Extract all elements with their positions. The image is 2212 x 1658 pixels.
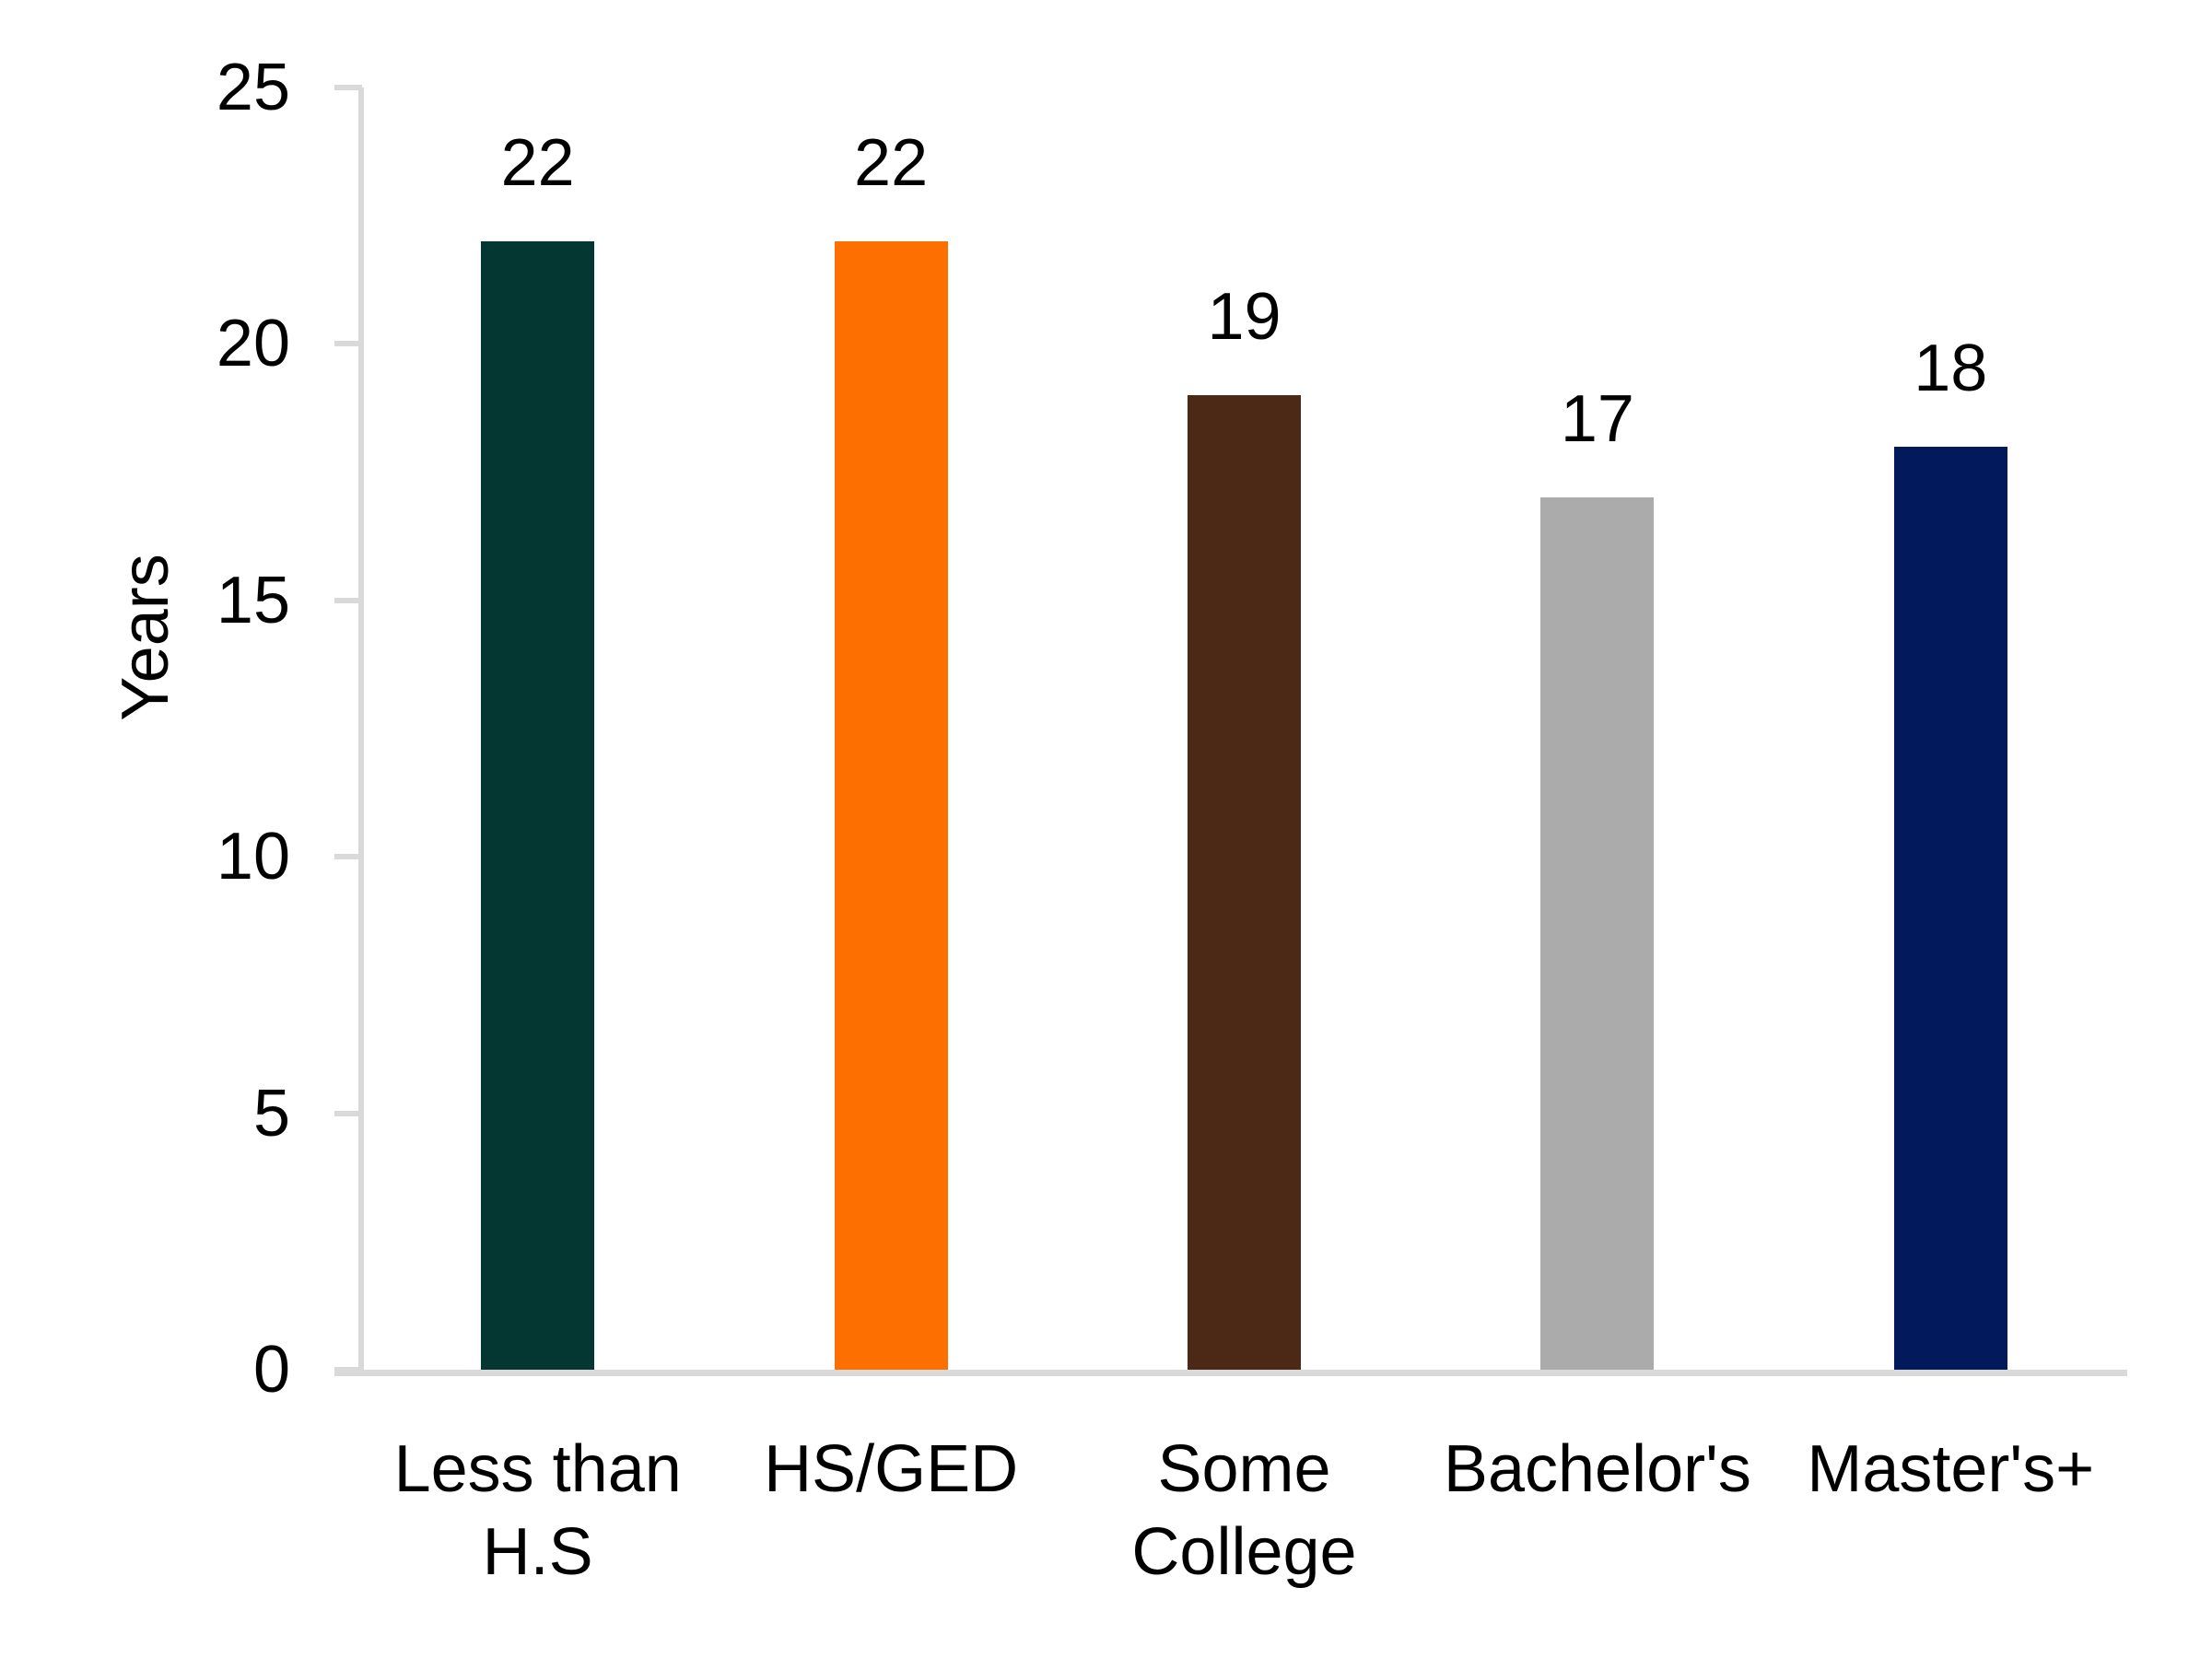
y-tick-label: 20 [216,307,290,381]
bar-master-s [1893,446,2007,1370]
bar-some-college [1188,395,1301,1370]
category-label-line: Some [1157,1432,1331,1506]
y-tick-mark [334,597,362,603]
y-tick-label: 0 [252,1333,290,1407]
bar-bachelor-s [1540,497,1655,1370]
category-label-line: College [1131,1515,1357,1589]
y-tick-label: 25 [216,51,290,124]
value-label-hs-ged: 22 [854,126,929,201]
category-label-master-s: Master's+ [1774,1428,2127,1511]
category-label-line: HS/GED [764,1432,1019,1506]
value-label-some-college: 19 [1207,280,1282,355]
y-tick-mark [334,1110,362,1116]
category-label-hs-ged: HS/GED [714,1428,1067,1511]
category-label-line: Bachelor's [1443,1432,1751,1506]
y-tick-label: 5 [252,1076,290,1150]
category-label-line: H.S [482,1515,593,1589]
y-tick-label: 10 [216,820,290,894]
value-label-less-than-h-s: 22 [500,126,575,201]
category-label-some-college: Some College [1068,1428,1421,1594]
y-tick-mark [334,854,362,860]
y-tick-mark [334,1367,362,1372]
bar-hs-ged [834,241,948,1370]
y-tick-label: 15 [216,563,290,637]
x-axis-line [334,1370,2127,1376]
category-label-less-than-h-s: Less than H.S [361,1428,714,1594]
value-label-bachelor-s: 17 [1560,382,1634,457]
category-label-bachelor-s: Bachelor's [1421,1428,1773,1511]
y-tick-mark [334,85,362,90]
category-label-line: Master's+ [1807,1432,2095,1506]
value-label-master-s: 18 [1914,331,1988,405]
y-tick-mark [334,341,362,347]
category-label-line: Less than [393,1432,682,1506]
bar-less-than-h-s [481,241,595,1370]
y-axis-line [358,88,364,1370]
